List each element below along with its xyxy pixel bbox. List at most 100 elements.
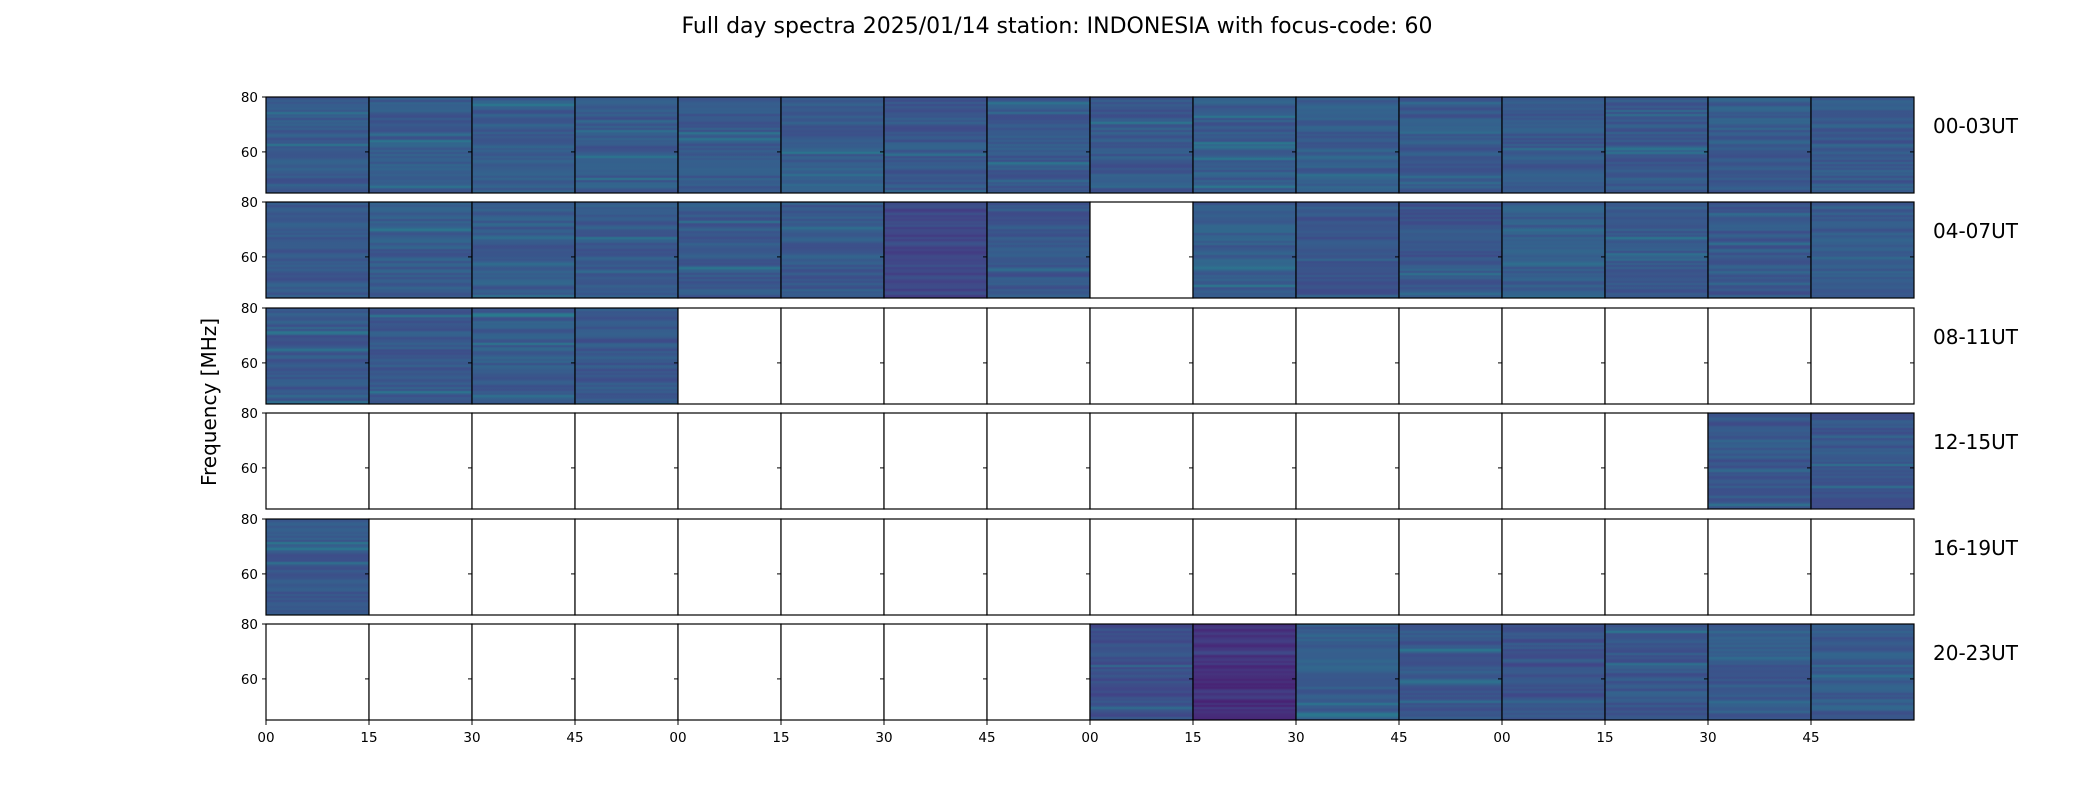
empty-panel	[1605, 519, 1708, 615]
spectra-row: 80 60 20-23UT	[241, 617, 2019, 721]
spectrum-panel	[1399, 624, 1502, 720]
spectrum-panel	[1399, 97, 1502, 193]
empty-panel	[884, 624, 987, 720]
empty-panel	[781, 308, 884, 404]
spectrum-panel	[266, 308, 369, 404]
empty-panel	[1811, 519, 1914, 615]
spectrum-panel	[1605, 624, 1708, 720]
row-time-label: 04-07UT	[1933, 219, 2019, 243]
spectrum-panel	[1296, 624, 1399, 720]
spectrum-panel	[1502, 624, 1605, 720]
empty-panel	[1090, 519, 1193, 615]
empty-panel	[575, 413, 678, 509]
empty-panel	[575, 519, 678, 615]
spectrum-panel	[1605, 97, 1708, 193]
spectrum-panel	[1708, 624, 1811, 720]
x-tick-label: 45	[1390, 730, 1407, 746]
spectrum-panel	[369, 202, 472, 298]
spectrum-panel	[1090, 97, 1193, 193]
x-tick-label: 30	[1699, 730, 1716, 746]
panel-border	[1810, 412, 1915, 510]
spectrum-panel	[472, 308, 575, 404]
row-time-label: 16-19UT	[1933, 536, 2019, 560]
empty-panel	[884, 413, 987, 509]
panel-border	[1810, 623, 1915, 721]
empty-panel	[781, 624, 884, 720]
row-time-label: 12-15UT	[1933, 430, 2019, 454]
empty-panel	[266, 624, 369, 720]
x-tick-label: 45	[1802, 730, 1819, 746]
y-tick-label: 80	[241, 195, 258, 211]
spectrum-panel	[1811, 202, 1914, 298]
empty-panel	[987, 413, 1090, 509]
empty-panel	[1090, 308, 1193, 404]
empty-panel	[472, 413, 575, 509]
spectrum-panel	[575, 202, 678, 298]
empty-panel	[369, 519, 472, 615]
y-tick-label: 60	[241, 356, 258, 372]
chart-title: Full day spectra 2025/01/14 station: IND…	[681, 14, 1432, 39]
panel-border	[1810, 307, 1915, 405]
empty-panel	[266, 413, 369, 509]
empty-panel	[1193, 519, 1296, 615]
spectra-row: 80 60 16-19UT	[241, 512, 2019, 616]
spectrum-panel	[1811, 624, 1914, 720]
spectrum-panel	[987, 202, 1090, 298]
y-tick-label: 60	[241, 250, 258, 266]
spectrum-panel	[1296, 97, 1399, 193]
empty-panel	[678, 624, 781, 720]
spectrum-panel	[1502, 97, 1605, 193]
spectrum-panel	[1399, 202, 1502, 298]
empty-panel	[1605, 308, 1708, 404]
spectra-row: 80 60 12-15UT	[241, 406, 2019, 510]
x-tick-label: 00	[669, 730, 686, 746]
spectra-panels: 80 60 00-03UT 80 60 04-07UT 80 60 08-11UT 80 60 12-…	[241, 90, 2019, 721]
panel-border	[1810, 96, 1915, 194]
row-time-label: 00-03UT	[1933, 114, 2019, 138]
spectrum-panel	[884, 97, 987, 193]
empty-panel	[1605, 413, 1708, 509]
empty-panel	[1502, 413, 1605, 509]
empty-panel	[1193, 308, 1296, 404]
x-tick-label: 00	[1493, 730, 1510, 746]
empty-panel	[1811, 308, 1914, 404]
spectrum-panel	[1296, 202, 1399, 298]
spectrum-panel	[1708, 202, 1811, 298]
x-tick-label: 15	[1184, 730, 1201, 746]
empty-panel	[678, 519, 781, 615]
spectrum-panel	[472, 202, 575, 298]
row-time-label: 20-23UT	[1933, 641, 2019, 665]
empty-panel	[575, 624, 678, 720]
x-tick-label: 15	[360, 730, 377, 746]
empty-panel	[472, 519, 575, 615]
empty-panel	[678, 308, 781, 404]
empty-panel	[1399, 308, 1502, 404]
spectrum-panel	[1811, 413, 1914, 509]
empty-panel	[1296, 519, 1399, 615]
empty-panel	[1502, 308, 1605, 404]
empty-panel	[1399, 519, 1502, 615]
empty-panel	[987, 624, 1090, 720]
spectrum-panel	[781, 97, 884, 193]
empty-panel	[1090, 202, 1193, 298]
y-tick-label: 60	[241, 461, 258, 477]
spectrum-panel	[1193, 202, 1296, 298]
spectrum-panel	[1708, 413, 1811, 509]
y-tick-label: 80	[241, 406, 258, 422]
y-tick-label: 80	[241, 512, 258, 528]
x-tick-label: 45	[978, 730, 995, 746]
x-tick-label: 00	[257, 730, 274, 746]
spectrum-panel	[678, 97, 781, 193]
spectrum-panel	[472, 97, 575, 193]
spectrum-panel	[266, 202, 369, 298]
spectrum-panel	[1090, 624, 1193, 720]
empty-panel	[472, 624, 575, 720]
y-tick-label: 60	[241, 145, 258, 161]
empty-panel	[678, 413, 781, 509]
y-tick-label: 60	[241, 672, 258, 688]
y-tick-label: 80	[241, 90, 258, 106]
empty-panel	[781, 413, 884, 509]
spectra-row: 80 60 00-03UT	[241, 90, 2019, 194]
empty-panel	[369, 624, 472, 720]
